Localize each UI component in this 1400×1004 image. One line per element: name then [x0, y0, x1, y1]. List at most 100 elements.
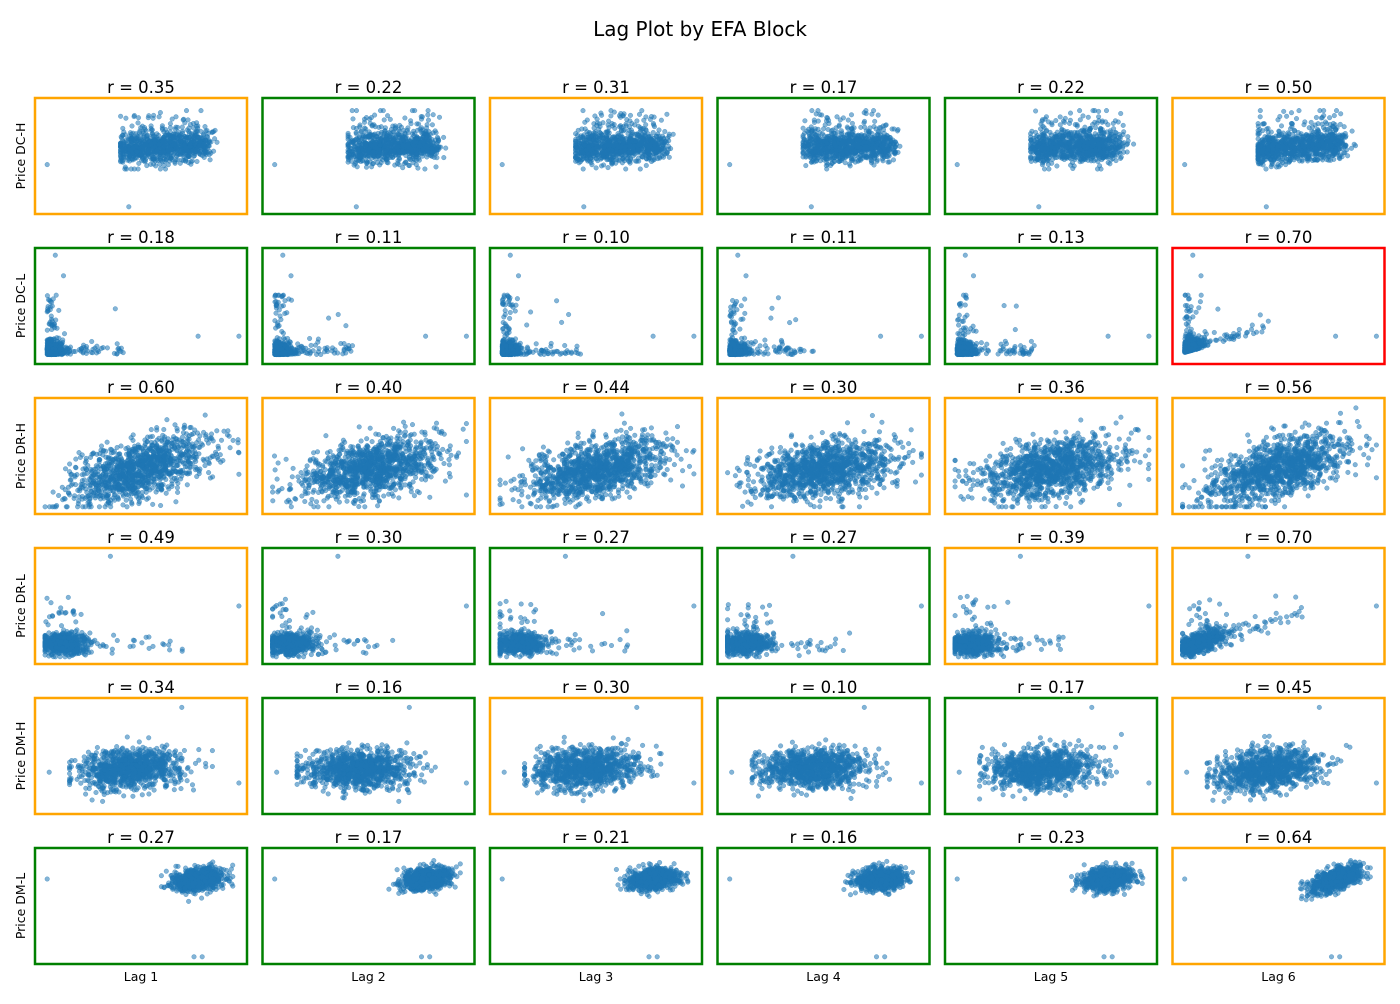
scatter-point [580, 108, 586, 114]
scatter-point [180, 117, 186, 123]
scatter-point [886, 138, 892, 144]
scatter-point [425, 108, 431, 114]
scatter-point [353, 157, 359, 163]
scatter-point [854, 149, 860, 155]
scatter-panel: r = 0.31 [488, 78, 704, 216]
scatter-point [207, 157, 213, 163]
scatter-point [135, 115, 141, 121]
scatter-point [815, 155, 821, 161]
scatter-point [866, 132, 872, 138]
scatter-point [666, 133, 672, 139]
scatter-point [1035, 154, 1041, 160]
scatter-point [125, 146, 131, 152]
scatter-point [378, 136, 384, 142]
scatter-point [657, 155, 663, 161]
scatter-point [606, 125, 612, 131]
scatter-point [844, 124, 850, 130]
scatter-point [592, 113, 598, 119]
scatter-point [809, 127, 815, 133]
scatter-point [1108, 138, 1114, 144]
scatter-point [44, 162, 50, 168]
scatter-point [611, 121, 617, 127]
scatter-point [847, 161, 853, 167]
scatter-point [353, 146, 359, 152]
scatter-point [405, 141, 411, 147]
scatter-point [601, 154, 607, 160]
scatter-point [840, 139, 846, 145]
scatter-point [601, 144, 607, 150]
scatter-point [177, 160, 183, 166]
scatter-point [364, 164, 370, 170]
scatter-point [1263, 166, 1269, 172]
scatter-point [125, 152, 131, 158]
scatter-point [1082, 129, 1088, 135]
scatter-point [1098, 126, 1104, 132]
scatter-point [1092, 147, 1098, 153]
scatter-point [137, 152, 143, 158]
scatter-point [832, 158, 838, 164]
scatter-point [135, 166, 141, 172]
scatter-point [389, 144, 395, 150]
scatter-point [347, 152, 353, 158]
scatter-point [824, 166, 830, 172]
scatter-point [614, 156, 620, 162]
scatter-point [418, 128, 424, 134]
scatter-point [828, 162, 834, 168]
scatter-point [194, 120, 200, 126]
scatter-point [368, 142, 374, 148]
scatter-point [129, 135, 135, 141]
scatter-point [378, 124, 384, 130]
scatter-point [499, 162, 505, 168]
scatter-point [819, 150, 825, 156]
scatter-point [357, 122, 363, 128]
scatter-point [863, 144, 869, 150]
scatter-point [186, 125, 192, 131]
scatter-point [647, 116, 653, 122]
scatter-point [412, 139, 418, 145]
scatter-point [876, 139, 882, 145]
scatter-point [1068, 130, 1074, 136]
scatter-point [653, 140, 659, 146]
scatter-point [1031, 135, 1037, 141]
scatter-point [392, 123, 398, 129]
scatter-point [201, 131, 207, 137]
scatter-point [573, 144, 579, 150]
scatter-point [594, 120, 600, 126]
scatter-point [815, 118, 821, 124]
scatter-point [441, 134, 447, 140]
scatter-point [849, 120, 855, 126]
scatter-point [810, 158, 816, 164]
scatter-point [441, 155, 447, 161]
scatter-point [608, 113, 614, 119]
scatter-point [350, 125, 356, 131]
scatter-point [1039, 118, 1045, 124]
scatter-point [438, 144, 444, 150]
scatter-point [823, 152, 829, 158]
scatter-point [1106, 145, 1112, 151]
scatter-point [135, 120, 141, 126]
scatter-point [1074, 123, 1080, 129]
scatter-point [384, 147, 390, 153]
scatter-point [1082, 124, 1088, 130]
scatter-point [429, 122, 435, 128]
scatter-point [574, 157, 580, 163]
scatter-point [1275, 117, 1281, 123]
scatter-point [602, 149, 608, 155]
scatter-point [183, 108, 189, 114]
scatter-point [1036, 143, 1042, 149]
scatter-point [172, 159, 178, 165]
scatter-point [643, 114, 649, 120]
scatter-point [1110, 152, 1116, 158]
scatter-point [382, 152, 388, 158]
scatter-point [629, 129, 635, 135]
scatter-point [159, 158, 165, 164]
scatter-point [396, 127, 402, 133]
scatter-point [122, 166, 128, 172]
scatter-point [118, 155, 124, 161]
scatter-point [636, 142, 642, 148]
scatter-point [345, 132, 351, 138]
scatter-point [593, 131, 599, 137]
scatter-point [144, 163, 150, 169]
scatter-point [160, 138, 166, 144]
scatter-point [363, 148, 369, 154]
